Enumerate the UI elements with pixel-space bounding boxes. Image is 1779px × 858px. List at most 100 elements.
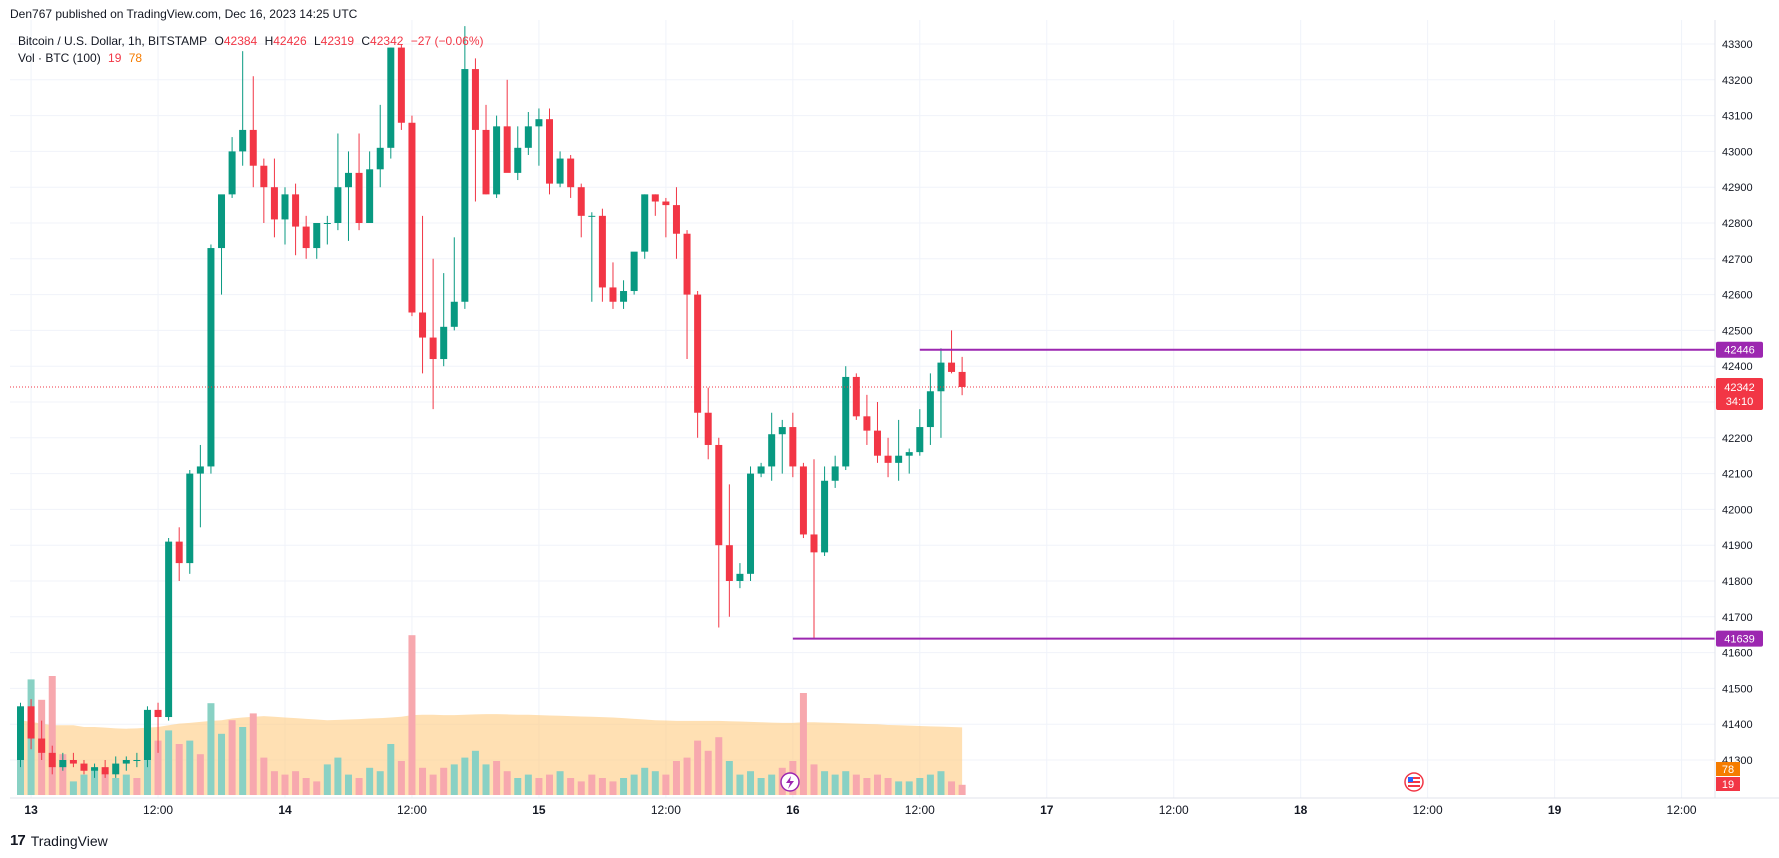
level-badge: [1716, 630, 1763, 647]
candle: [101, 760, 109, 778]
candle-body: [461, 69, 469, 302]
volume-bar: [260, 757, 268, 795]
x-tick-label: 16: [786, 803, 800, 817]
volume-bar: [556, 771, 564, 795]
candle: [292, 183, 300, 256]
candle-body: [799, 466, 807, 535]
volume-bar: [493, 761, 501, 795]
last-price-label: 42342: [1724, 382, 1755, 394]
candle-body: [884, 455, 892, 463]
volume-bar: [122, 774, 130, 795]
candle: [376, 104, 384, 188]
candle: [270, 158, 278, 238]
volume-badge-label: 19: [1722, 779, 1734, 791]
candle-body: [27, 706, 35, 739]
close-value: 42342: [370, 34, 404, 48]
candle-body: [852, 376, 860, 417]
candle-body: [429, 337, 437, 360]
volume-bar: [715, 737, 723, 795]
volume-bar: [249, 713, 257, 795]
candle-body: [609, 287, 617, 302]
candle: [778, 419, 786, 474]
volume-bar: [926, 774, 934, 795]
candle-body: [715, 444, 723, 546]
volume-bar: [482, 764, 490, 795]
candle: [186, 470, 194, 574]
volume-bar: [546, 774, 553, 795]
candle: [895, 419, 903, 481]
volume-bar: [270, 771, 278, 795]
volume-bar: [313, 781, 321, 795]
lightning-event-icon: [780, 772, 800, 792]
x-tick-label: 13: [24, 803, 38, 817]
candle-body: [59, 760, 67, 768]
volume-ma-value: 78: [128, 51, 143, 65]
volume-bar: [567, 778, 575, 795]
candle-body: [450, 301, 458, 327]
x-tick-label: 12:00: [1667, 803, 1697, 817]
candle-body: [101, 767, 109, 775]
candle: [937, 348, 945, 438]
volume-bar: [218, 733, 226, 795]
candle-body: [567, 158, 575, 188]
volume-bar: [334, 757, 342, 795]
volume-bar: [873, 774, 881, 795]
volume-bar: [577, 781, 585, 795]
x-tick-label: 19: [1548, 803, 1562, 817]
candle-body: [387, 47, 395, 148]
y-tick-label: 43100: [1722, 111, 1753, 123]
volume-bar: [736, 774, 744, 795]
candle-body: [810, 534, 818, 553]
volume-badge: [1716, 762, 1740, 776]
volume-bar: [196, 754, 204, 795]
volume-bar: [17, 744, 24, 795]
volume-bar: [143, 750, 151, 795]
volume-bar: [905, 781, 913, 795]
candle-body: [366, 169, 374, 223]
y-tick-label: 42000: [1722, 504, 1753, 516]
candle: [503, 79, 511, 173]
candle: [91, 763, 99, 778]
symbol-legend[interactable]: Bitcoin / U.S. Dollar, 1h, BITSTAMP O423…: [18, 34, 487, 48]
candle: [567, 154, 575, 198]
candle-body: [260, 165, 268, 188]
candle: [344, 151, 352, 241]
volume-bar: [292, 771, 300, 795]
candle-body: [577, 187, 585, 216]
volume-bar: [48, 676, 56, 795]
level-badge: [1716, 341, 1763, 358]
candle: [207, 244, 215, 474]
y-tick-label: 42200: [1722, 433, 1753, 445]
footer-brand[interactable]: 17 TradingView: [10, 832, 108, 849]
candle: [905, 448, 913, 474]
volume-bar: [672, 761, 680, 795]
candle-body: [948, 362, 956, 372]
candle-body: [757, 466, 765, 474]
candle: [249, 76, 257, 188]
candle-body: [207, 248, 215, 467]
candle: [852, 373, 860, 420]
volume-legend[interactable]: Vol · BTC (100) 19 78: [18, 51, 146, 65]
ohlc-high: H42426: [265, 34, 307, 48]
volume-bar: [757, 778, 765, 795]
candle-body: [419, 312, 427, 338]
candle: [493, 115, 501, 198]
flag-canton: [1408, 777, 1413, 782]
candle-body: [662, 201, 670, 206]
open-label: O: [214, 34, 224, 48]
candle-body: [736, 573, 744, 581]
open-value: 42384: [223, 34, 258, 48]
y-tick-label: 42100: [1722, 469, 1753, 481]
volume-title: Vol · BTC (100): [18, 51, 101, 65]
lightning-icon-glyph: [786, 776, 794, 789]
volume-bar: [609, 781, 617, 795]
candle-body: [69, 760, 77, 764]
candle-body: [218, 194, 226, 249]
candle-body: [493, 126, 501, 195]
candle-body: [228, 151, 236, 195]
volume-bar: [704, 750, 712, 795]
candle-body: [546, 119, 553, 184]
candle: [471, 58, 479, 202]
volume-bar: [852, 774, 860, 795]
